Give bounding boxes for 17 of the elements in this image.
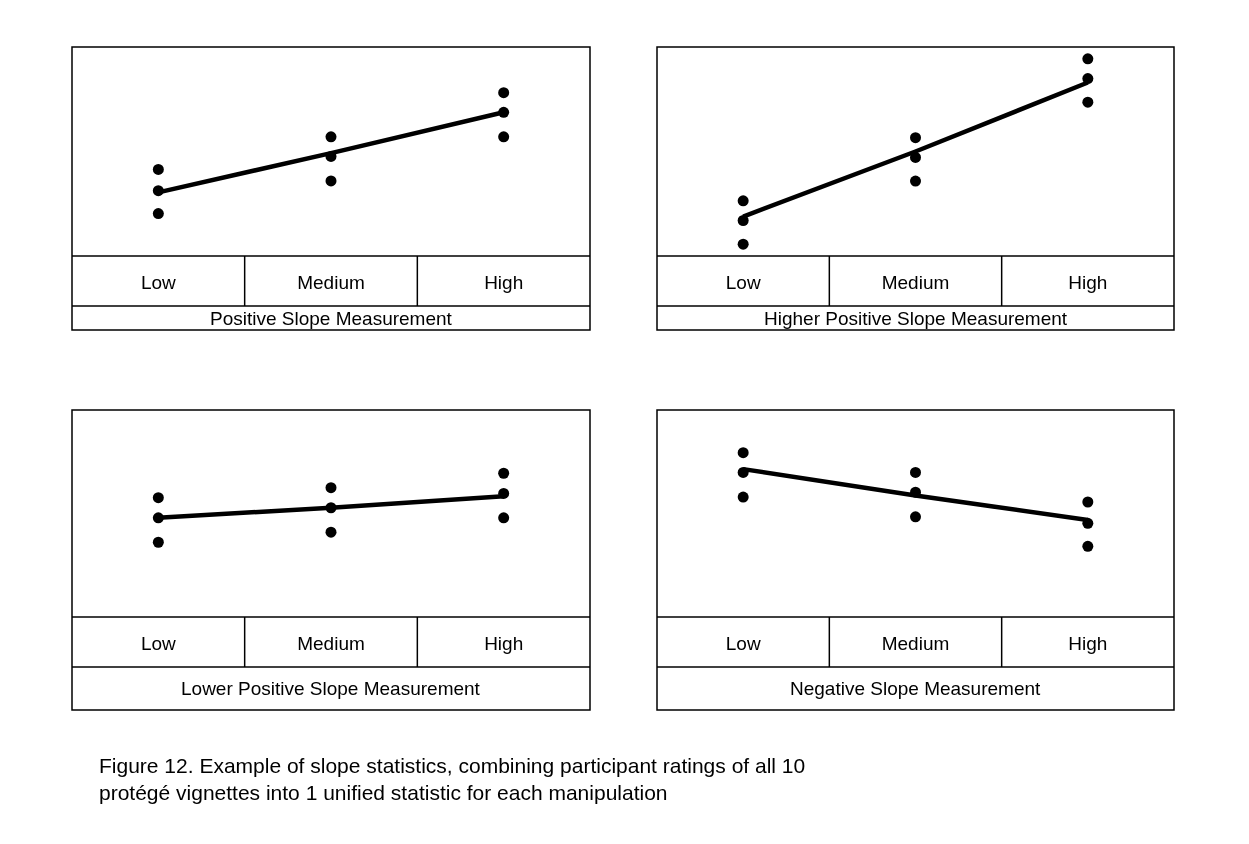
x-tick-label: Medium (297, 633, 365, 654)
x-tick-label: Low (140, 272, 177, 293)
x-axis-title: Lower Positive Slope Measurement (181, 678, 481, 699)
x-axis-title: Negative Slope Measurement (790, 678, 1042, 699)
x-tick-label: Medium (297, 272, 365, 293)
caption: Figure 12. Example of slope statistics, combining participant ratings of all 10 protégé vignettes into 1 unified statistic for each manipulation (99, 754, 806, 805)
x-axis-title: Higher Positive Slope Measurement (764, 308, 1068, 329)
x-tick-label: Low (725, 633, 761, 654)
x-tick-label: Low (725, 272, 761, 293)
x-tick-label: Low (140, 633, 177, 654)
x-tick-label: Medium (881, 272, 950, 293)
x-tick-label: High (1068, 272, 1108, 293)
x-tick-label: High (1068, 633, 1108, 654)
x-tick-label: High (484, 272, 524, 293)
x-tick-label: Medium (881, 633, 950, 654)
x-axis-title: Positive Slope Measurement (210, 308, 453, 329)
x-tick-label: High (484, 633, 524, 654)
